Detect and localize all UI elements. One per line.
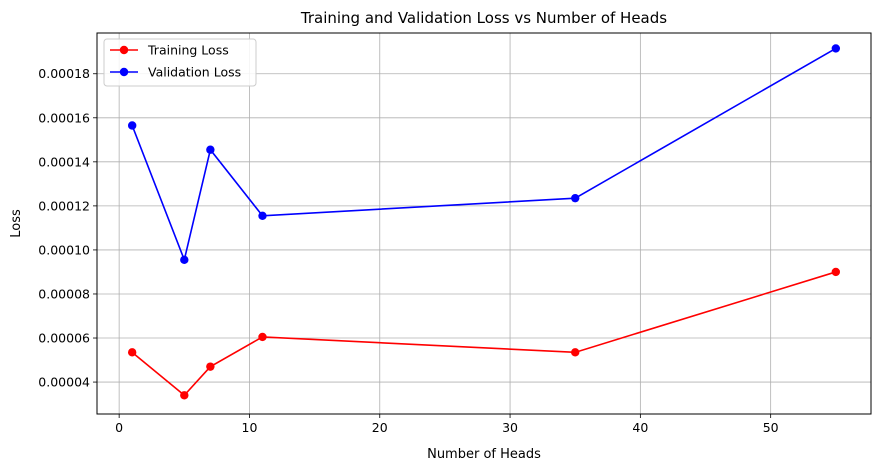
- validation-loss-legend-marker: [119, 67, 129, 77]
- y-axis-label: Loss: [9, 209, 24, 238]
- validation-loss-point: [831, 44, 841, 53]
- legend: Training Loss Validation Loss: [103, 38, 257, 87]
- x-tick-label: 0: [115, 420, 123, 435]
- chart-title: Training and Validation Loss vs Number o…: [300, 9, 667, 27]
- plot-frame: [96, 32, 872, 415]
- x-tick-label: 20: [372, 420, 388, 435]
- training-loss-legend-label: Training Loss: [147, 43, 229, 58]
- training-loss-point: [571, 348, 580, 357]
- y-axis: 0.00004 0.00006 0.00008 0.00010 0.00012 0.000…: [38, 66, 97, 390]
- validation-loss-point: [127, 121, 137, 130]
- validation-loss-point: [206, 145, 215, 154]
- y-tick-label: 0.00006: [38, 331, 90, 346]
- training-loss-point: [180, 391, 189, 400]
- training-loss-legend-marker: [119, 45, 129, 55]
- grid: [97, 33, 871, 414]
- y-tick-label: 0.00018: [38, 66, 90, 81]
- y-tick-label: 0.00004: [38, 375, 90, 390]
- y-tick-label: 0.00012: [38, 198, 90, 213]
- validation-loss-point: [180, 255, 189, 265]
- validation-loss-point: [258, 211, 267, 220]
- x-tick-label: 30: [502, 420, 518, 435]
- validation-loss-legend-label: Validation Loss: [148, 65, 241, 80]
- training-loss-point: [831, 267, 841, 277]
- training-loss-point: [127, 348, 137, 357]
- series-layer: [127, 44, 841, 400]
- training-loss-point: [206, 362, 215, 371]
- validation-loss-line: [131, 47, 837, 263]
- y-tick-label: 0.00014: [38, 154, 90, 169]
- y-tick-label: 0.00016: [38, 110, 90, 125]
- y-tick-label: 0.00008: [38, 286, 90, 301]
- training-loss-line: [131, 271, 837, 397]
- x-tick-label: 40: [632, 420, 648, 435]
- legend-frame: [103, 38, 257, 87]
- x-axis-label: Number of Heads: [427, 447, 541, 462]
- x-tick-label: 10: [242, 420, 258, 435]
- x-tick-label: 50: [763, 420, 779, 435]
- x-axis: 0 10 20 30 40 50: [115, 414, 779, 435]
- y-tick-label: 0.00010: [38, 242, 90, 257]
- validation-loss-point: [571, 193, 580, 203]
- training-loss-point: [258, 332, 267, 342]
